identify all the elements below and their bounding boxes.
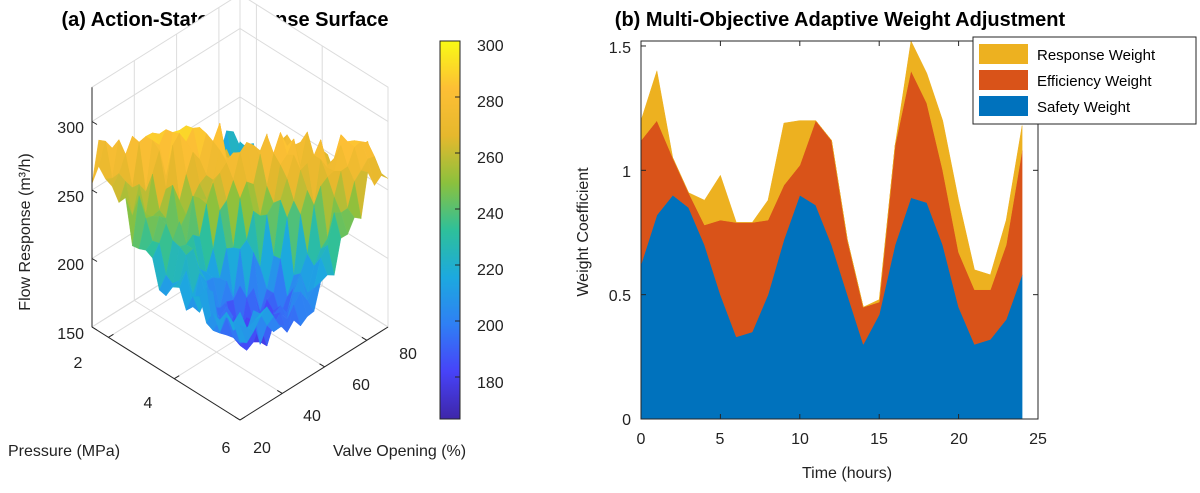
surface-facet [232,322,248,344]
legend: Response Weight Efficiency Weight Safety… [972,36,1197,125]
b-x-axis-label: Time (hours) [802,465,892,482]
stacked-areas [640,40,1023,420]
colorbar-tick-240: 240 [477,206,504,223]
panel-b: (b) Multi-Objective Adaptive Weight Adju… [575,9,1197,482]
colorbar-tick-280: 280 [477,94,504,111]
b-y-tick-0.5: 0.5 [609,288,631,305]
b-x-tick-20: 20 [950,431,968,448]
z-gridline [91,27,389,122]
x-tick-mark [173,375,180,380]
legend-swatch-response [979,44,1028,64]
z-tick-250: 250 [57,189,84,206]
colorbar [439,40,461,420]
y-tick-mark [319,363,325,368]
x-axis-label-pressure: Pressure (MPa) [8,443,120,460]
legend-swatch-efficiency [979,70,1028,90]
z-tick-mark [91,326,98,331]
b-x-tick-0: 0 [637,431,646,448]
response-surface [91,122,389,351]
b-y-tick-0: 0 [622,412,631,429]
colorbar-tick-220: 220 [477,262,504,279]
b-x-tick-10: 10 [791,431,809,448]
legend-label-safety: Safety Weight [1037,99,1131,116]
y-tick-20: 20 [253,440,271,457]
b-x-tick-25: 25 [1029,431,1047,448]
z-tick-mark [91,121,98,125]
b-y-tick-1: 1 [622,164,631,181]
b-y-tick-1.5: 1.5 [609,40,631,57]
b-y-axis-label: Weight Coefficient [575,167,592,297]
z-tick-200: 200 [57,257,84,274]
x-gridline [173,45,323,380]
panel-b-tick-marks [640,41,1039,420]
colorbar-tick-200: 200 [477,318,504,335]
colorbar-tick-300: 300 [477,38,504,55]
panel-b-title: (b) Multi-Objective Adaptive Weight Adju… [615,9,1066,31]
colorbar-tick-180: 180 [477,375,504,392]
x-tick-mark [239,416,246,421]
y-tick-mark [361,336,368,341]
y-tick-40: 40 [303,408,321,425]
x-tick-6: 6 [222,440,231,457]
z-tick-mark [91,189,98,194]
y-tick-60: 60 [352,377,370,394]
x-tick-mark [108,333,114,338]
panel-a-axes [91,87,389,421]
area-response-weight [640,40,1023,308]
x-axis-line [91,326,241,421]
panel-b-axes-box [640,40,1039,420]
z-tick-mark [91,258,98,262]
z-tick-300: 300 [57,120,84,137]
colorbar-ticks [455,40,460,378]
b-x-tick-15: 15 [870,431,888,448]
legend-label-efficiency: Efficiency Weight [1037,73,1152,90]
y-tick-mark [234,416,241,421]
x-tick-2: 2 [74,355,83,372]
colorbar-tick-260: 260 [477,150,504,167]
panel-a: (a) Action-State Response Surface 150 20… [8,0,504,460]
z-axis-label-flow-response: Flow Response (m³/h) [17,153,34,310]
legend-swatch-safety [979,96,1028,116]
z-tick-150: 150 [57,326,84,343]
y-axis-line [239,326,389,421]
y-tick-mark [277,389,283,394]
y-tick-80: 80 [399,346,417,363]
legend-label-response: Response Weight [1037,47,1156,64]
b-x-tick-5: 5 [716,431,725,448]
y-axis-label-valve-opening: Valve Opening (%) [333,443,466,460]
x-tick-4: 4 [144,395,153,412]
